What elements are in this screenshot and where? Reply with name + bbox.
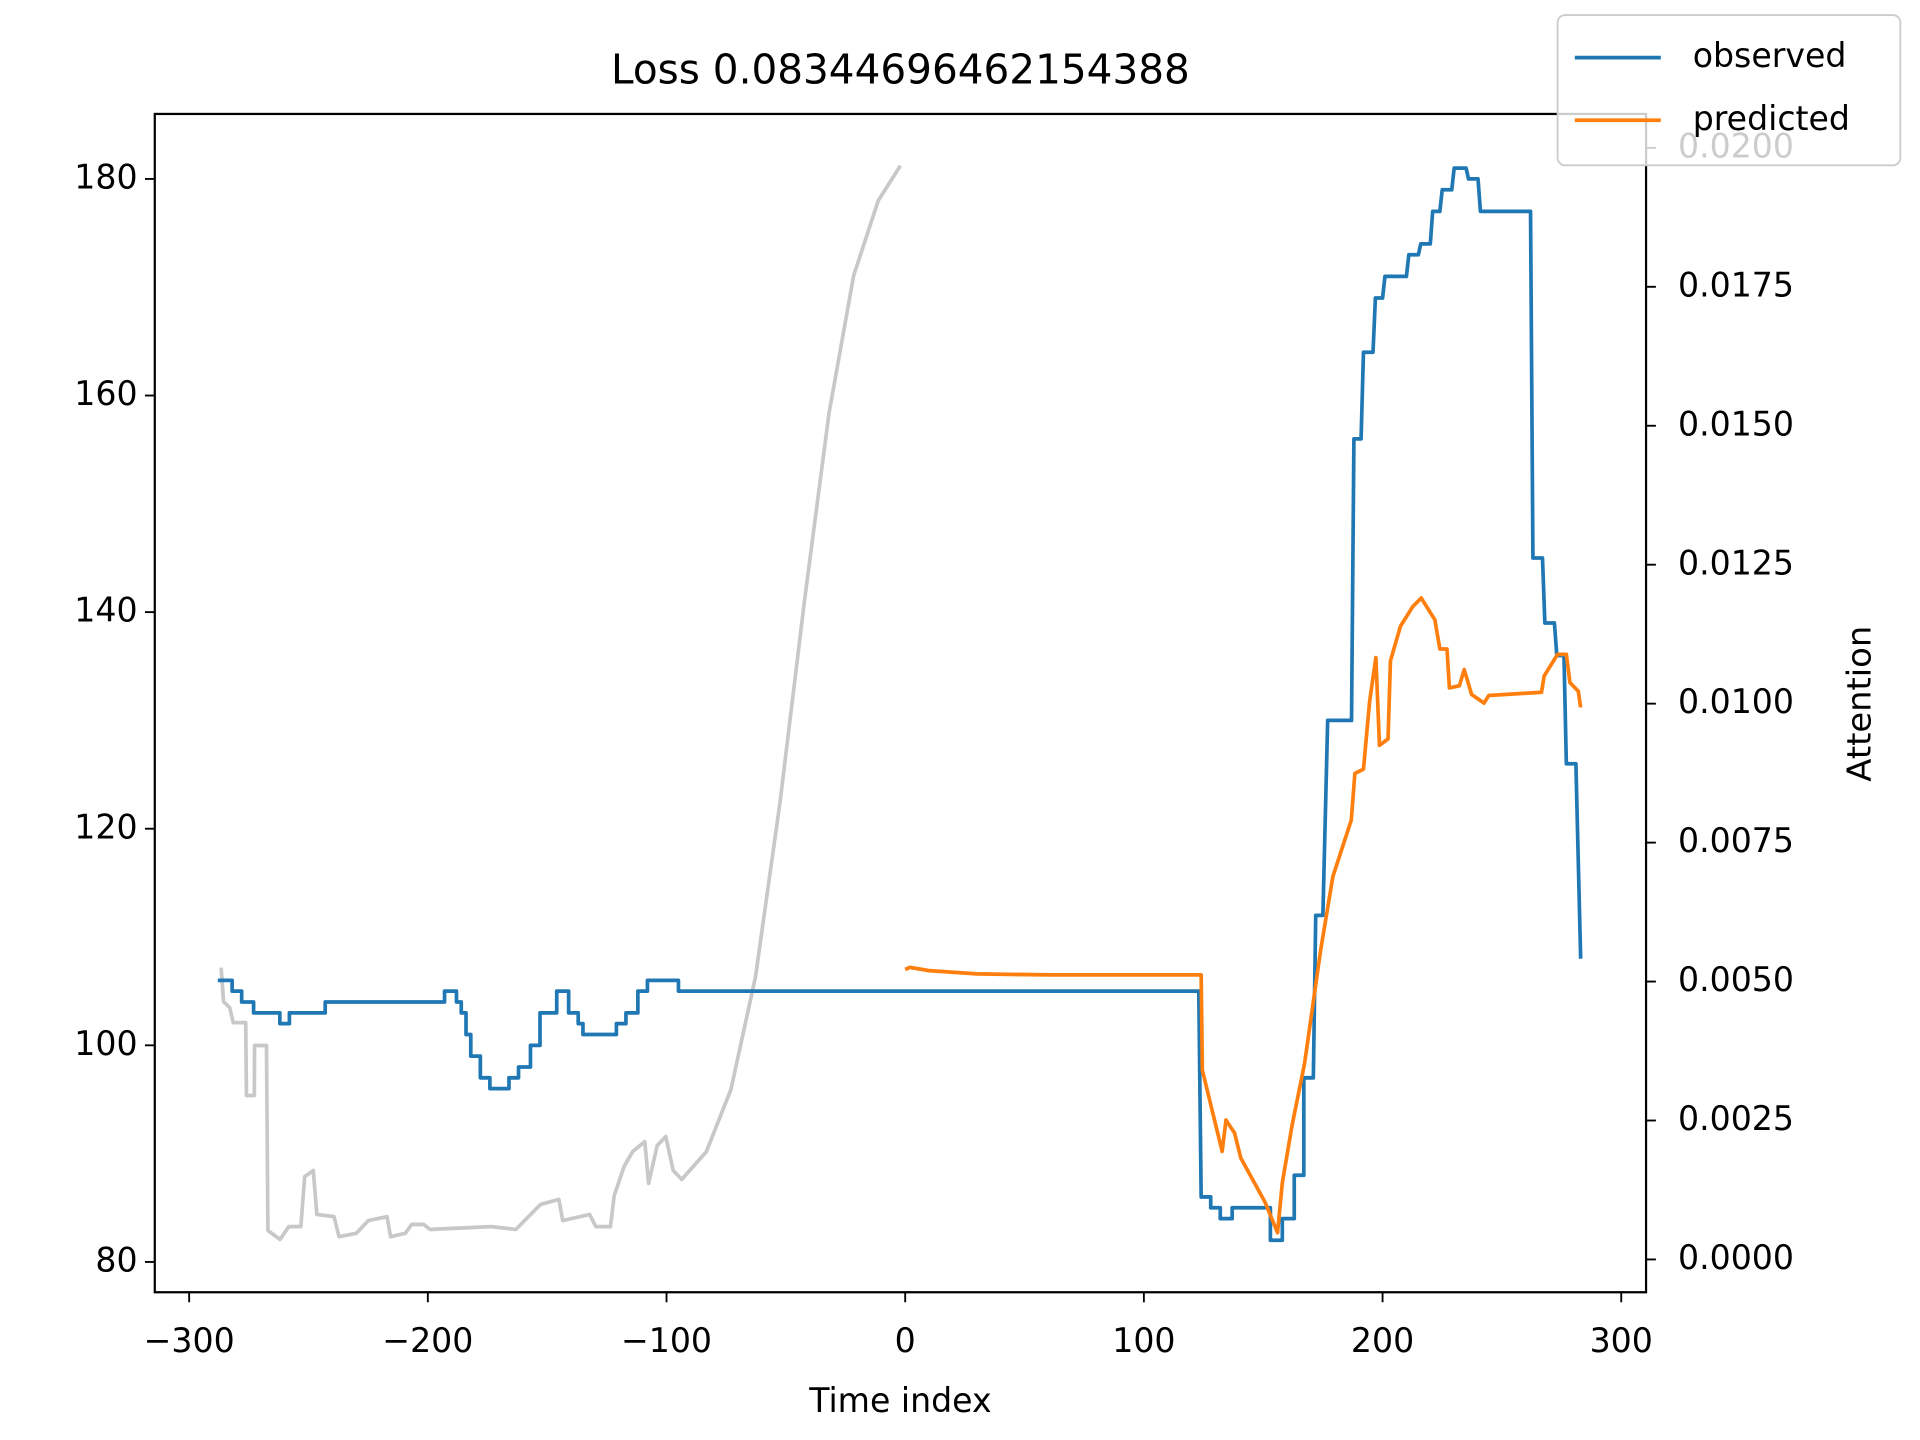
y2-tick-label: 0.0075 [1678,821,1794,860]
x-axis-label: Time index [808,1381,991,1420]
y2-tick-label: 0.0000 [1678,1238,1794,1277]
y2-tick-label: 0.0100 [1678,682,1794,721]
y2-tick-label: 0.0125 [1678,543,1794,582]
y2-tick-label: 0.0025 [1678,1099,1794,1138]
y2-tick-label: 0.0150 [1678,404,1794,443]
x-tick-label: 0 [895,1321,916,1360]
y-tick-label: 180 [74,157,137,196]
x-tick-label: −100 [621,1321,712,1360]
chart-title: Loss 0.08344696462154388 [611,45,1190,93]
y-tick-label: 160 [74,374,137,413]
x-tick-label: 200 [1351,1321,1414,1360]
y-tick-label: 80 [95,1240,137,1279]
attention-line [219,164,902,1242]
y2-tick-label: 0.0175 [1678,265,1794,304]
legend-box [1556,14,1902,167]
x-tick-label: 300 [1590,1321,1653,1360]
x-tick-label: −200 [382,1321,473,1360]
x-tick-label: −300 [144,1321,235,1360]
plot-frame [153,112,1648,1294]
y-tick-label: 100 [74,1024,137,1063]
y-tick-label: 120 [74,807,137,846]
y2-tick-label: 0.0050 [1678,960,1794,999]
x-tick-label: 100 [1112,1321,1175,1360]
series-line [217,166,1583,1243]
legend-label: predicted [1693,99,1850,138]
y-tick-label: 140 [74,590,137,629]
y2-axis-label: Attention [1840,626,1879,782]
legend-label: observed [1693,36,1847,75]
series-line [904,596,1583,1235]
